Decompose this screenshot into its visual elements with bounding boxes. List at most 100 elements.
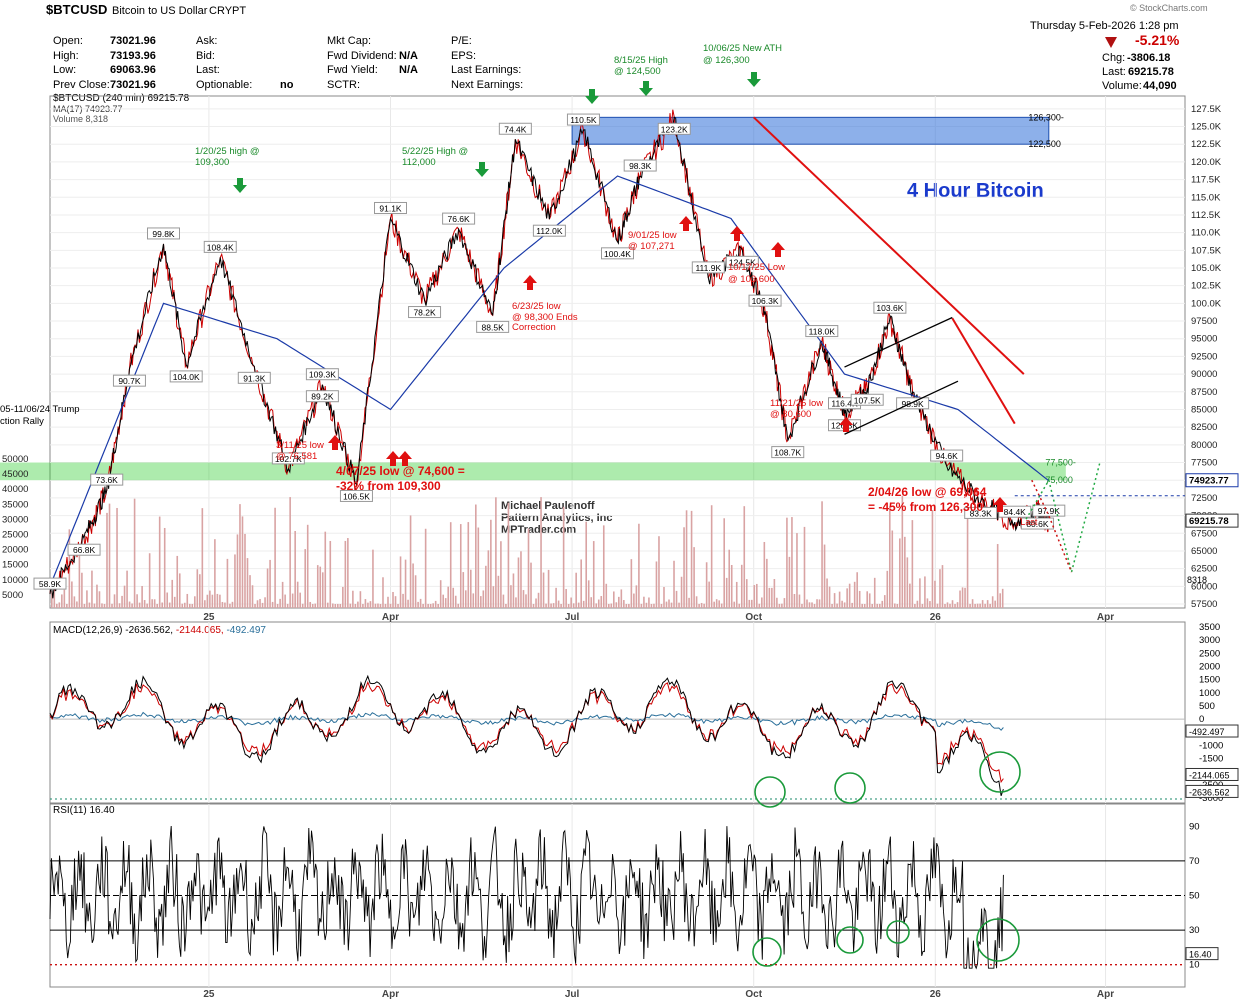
volume-bar: [148, 553, 151, 608]
volume-bar: [582, 600, 585, 608]
volume-bar: [878, 603, 881, 608]
volume-bar: [316, 565, 319, 608]
exchange: CRYPT: [209, 5, 247, 17]
volume-bar: [801, 603, 803, 608]
down-arrow-icon: [747, 72, 761, 87]
volume-bar: [319, 566, 322, 608]
y-tick-label: 127.5K: [1191, 104, 1222, 115]
volume-bar: [279, 598, 281, 608]
volume-bar: [532, 603, 535, 608]
volume-bar: [924, 576, 926, 608]
volume-bar: [326, 602, 329, 608]
quote-label: Ask:: [196, 35, 218, 47]
price-point-label: 102.7K: [271, 452, 305, 465]
macd-circle: [834, 772, 866, 804]
y-tick-label: 120.0K: [1191, 157, 1222, 168]
chg-value: -3806.18: [1127, 52, 1171, 64]
price-point-label: 106.3K: [748, 294, 782, 307]
volume-bar: [427, 603, 429, 608]
volume-bar: [214, 539, 216, 608]
y-tick-label: 82500: [1191, 422, 1217, 433]
volume-bar: [668, 599, 670, 608]
rsi-legend: RSI(11) 16.40: [53, 805, 115, 816]
macd-legend-main: MACD(12,26,9) -2636.562,: [53, 625, 174, 636]
volume-bar: [487, 550, 490, 608]
volume-tick-label: 15000: [2, 560, 28, 571]
volume-bar: [640, 603, 643, 608]
volume-bar: [931, 510, 934, 608]
volume-bar: [981, 600, 984, 608]
volume-bar: [695, 596, 698, 608]
svg-text:88.5K: 88.5K: [482, 322, 505, 332]
svg-text:118.0K: 118.0K: [809, 327, 836, 337]
volume-bar: [414, 575, 417, 608]
volume-bar: [725, 577, 728, 608]
volume-bar: [422, 603, 424, 608]
volume-bar: [457, 603, 460, 608]
volume-bar: [249, 575, 251, 608]
annotation-label: 4/07/25 low @ 74,600 =: [336, 464, 465, 478]
volume-bar: [128, 601, 131, 608]
annotation-label: @ 80,600: [770, 409, 812, 420]
y-tick-label: 110.0K: [1191, 228, 1221, 239]
volume-bar: [246, 558, 249, 608]
volume-bar: [545, 603, 547, 608]
quote-value: 73021.96: [110, 35, 156, 47]
volume-bar: [482, 590, 485, 608]
volume-bar: [151, 599, 153, 608]
volume-bar: [339, 603, 342, 608]
volume-bar: [728, 549, 731, 608]
volume-bar: [96, 584, 98, 608]
last-price-tag: 69215.78: [1189, 516, 1229, 527]
volume-tick-label: 35000: [2, 499, 28, 510]
macd-tick-label: 2000: [1199, 661, 1220, 672]
volume-bar: [618, 596, 620, 608]
y-tick-label: 122.5K: [1191, 139, 1222, 150]
volume-bar: [291, 593, 294, 608]
price-point-label: 84.4K: [998, 505, 1032, 518]
volume-bar: [522, 590, 525, 608]
volume-bar: [723, 518, 725, 608]
volume-bar: [708, 581, 710, 608]
annotation-label: 10/17/25 Low: [728, 262, 786, 273]
svg-text:90.7K: 90.7K: [118, 376, 141, 386]
resistance-zone: [571, 116, 1050, 145]
macd-legend-signal: -2144.065,: [175, 625, 224, 636]
volume-bar: [989, 603, 991, 608]
up-arrow-icon: [398, 451, 412, 466]
volume-bar: [909, 583, 911, 608]
svg-text:80.6K: 80.6K: [1026, 519, 1049, 529]
last-price-tag-box: [1185, 513, 1239, 528]
volume-bar: [224, 602, 226, 608]
volume-bar: [136, 594, 138, 608]
volume-bar: [419, 598, 422, 608]
rsi-circle: [836, 926, 864, 954]
x-tick-label: Apr: [1097, 612, 1114, 623]
y-tick-label: 90000: [1191, 369, 1217, 380]
macd-tick-label: 1000: [1199, 688, 1220, 699]
up-arrow-icon: [771, 242, 785, 257]
volume-tick-label: 10000: [2, 575, 28, 586]
volume-bar: [894, 603, 896, 608]
x-tick-label: Apr: [382, 989, 399, 1000]
y-tick-label: 80000: [1191, 440, 1217, 451]
volume-bar: [683, 527, 685, 608]
volume-bar: [296, 581, 299, 608]
svg-text:106.5K: 106.5K: [343, 491, 370, 501]
volume-bar: [143, 600, 146, 608]
volume-bar: [181, 603, 184, 608]
macd-tag-box: [1185, 784, 1239, 798]
volume-bar: [286, 603, 289, 608]
volume-bar: [362, 603, 364, 608]
volume-bar: [176, 555, 179, 608]
svg-text:102.7K: 102.7K: [275, 454, 302, 464]
annotation-label: 8/15/25 High: [614, 55, 668, 66]
volume-bar: [793, 593, 796, 608]
volume-bar: [432, 603, 434, 608]
volume-bar: [693, 547, 695, 608]
quote-value: 69063.96: [110, 64, 156, 76]
quote-label: Prev Close:: [53, 78, 110, 91]
x-tick-label: Apr: [382, 612, 399, 623]
svg-text:112.0K: 112.0K: [536, 226, 563, 236]
y-tick-label: 112.5K: [1191, 210, 1221, 221]
